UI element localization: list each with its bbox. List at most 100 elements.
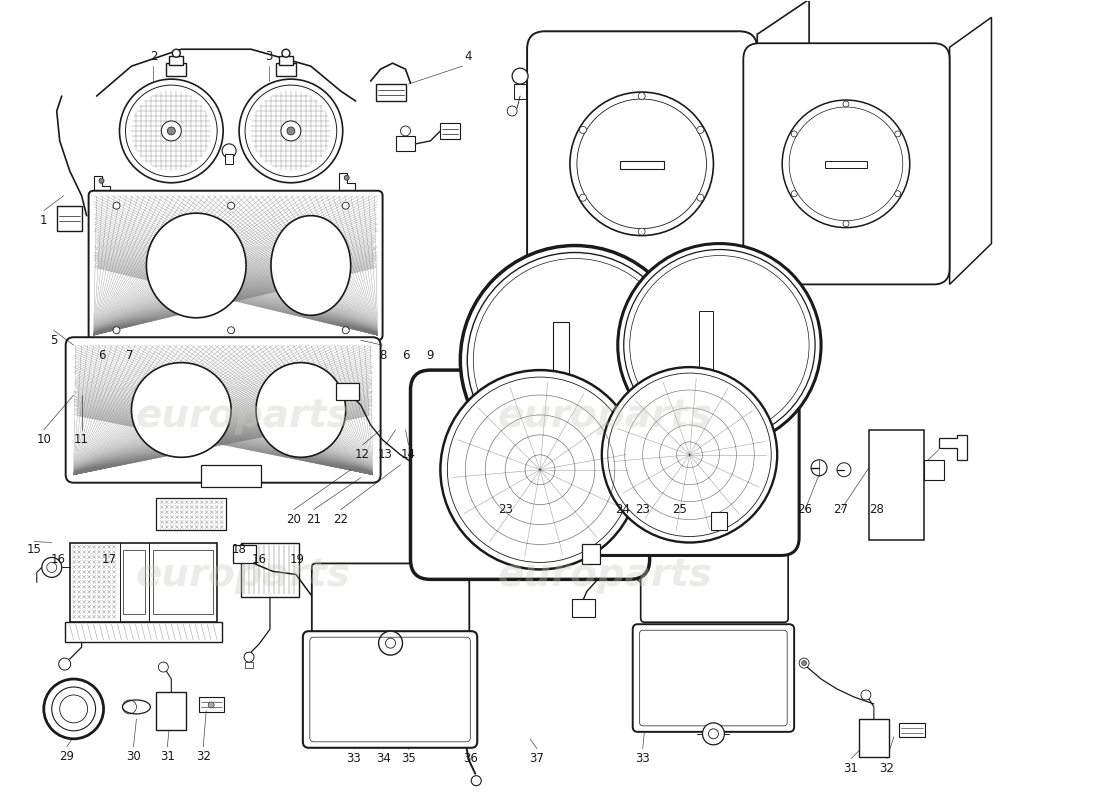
Circle shape <box>113 202 120 209</box>
Circle shape <box>802 661 806 666</box>
Ellipse shape <box>146 213 246 318</box>
Circle shape <box>618 243 821 447</box>
Circle shape <box>697 194 704 201</box>
Circle shape <box>245 85 337 177</box>
Text: europarts: europarts <box>135 556 351 594</box>
Circle shape <box>386 638 396 648</box>
Circle shape <box>222 144 236 158</box>
Ellipse shape <box>132 362 231 458</box>
Text: 35: 35 <box>402 752 416 766</box>
Text: 31: 31 <box>844 762 858 775</box>
Circle shape <box>799 658 810 668</box>
Polygon shape <box>440 123 460 139</box>
Text: 6: 6 <box>402 349 409 362</box>
Text: 19: 19 <box>289 553 305 566</box>
Text: 10: 10 <box>36 434 52 446</box>
Text: 20: 20 <box>286 513 301 526</box>
Text: 12: 12 <box>355 448 371 462</box>
Circle shape <box>811 460 827 476</box>
Circle shape <box>162 121 182 141</box>
Text: europarts: europarts <box>497 556 712 594</box>
Text: 23: 23 <box>635 503 650 516</box>
Circle shape <box>460 246 690 474</box>
Bar <box>825 161 867 168</box>
Text: europarts: europarts <box>497 397 712 435</box>
Ellipse shape <box>271 216 351 315</box>
Bar <box>869 430 924 539</box>
Text: 14: 14 <box>402 448 416 462</box>
Bar <box>241 542 299 598</box>
Text: 3: 3 <box>265 50 273 62</box>
Ellipse shape <box>122 700 151 714</box>
Circle shape <box>570 92 714 235</box>
Circle shape <box>861 690 871 700</box>
Circle shape <box>791 190 798 197</box>
Polygon shape <box>572 599 595 618</box>
Circle shape <box>638 228 646 235</box>
Text: 11: 11 <box>74 434 89 446</box>
Bar <box>924 460 944 480</box>
Circle shape <box>113 326 120 334</box>
Ellipse shape <box>256 362 345 458</box>
Polygon shape <box>279 56 293 65</box>
Circle shape <box>513 68 528 84</box>
Text: 24: 24 <box>615 503 630 516</box>
Circle shape <box>125 85 217 177</box>
Text: 30: 30 <box>126 750 141 763</box>
Bar <box>156 498 227 530</box>
Circle shape <box>244 652 254 662</box>
Circle shape <box>440 370 640 570</box>
Circle shape <box>894 190 901 197</box>
Text: 16: 16 <box>252 553 266 566</box>
Text: 27: 27 <box>834 503 848 516</box>
Text: 13: 13 <box>378 448 393 462</box>
Circle shape <box>580 126 586 134</box>
Circle shape <box>638 93 646 99</box>
Circle shape <box>167 127 175 135</box>
Text: 16: 16 <box>51 553 65 566</box>
Text: 23: 23 <box>497 503 513 516</box>
Text: 36: 36 <box>463 752 477 766</box>
Circle shape <box>59 695 88 723</box>
Circle shape <box>44 679 103 739</box>
Circle shape <box>239 79 343 182</box>
FancyBboxPatch shape <box>311 563 470 639</box>
FancyBboxPatch shape <box>582 362 799 555</box>
Polygon shape <box>396 136 416 151</box>
Bar <box>65 622 222 642</box>
FancyBboxPatch shape <box>632 624 794 732</box>
Bar <box>859 719 889 757</box>
Text: 37: 37 <box>529 752 544 766</box>
Circle shape <box>120 79 223 182</box>
Circle shape <box>99 178 104 183</box>
Circle shape <box>843 221 849 226</box>
Text: 6: 6 <box>98 349 106 362</box>
Circle shape <box>471 776 481 786</box>
Text: 33: 33 <box>636 752 650 766</box>
Polygon shape <box>757 0 810 296</box>
Text: 26: 26 <box>798 503 813 516</box>
Circle shape <box>287 127 295 135</box>
Bar <box>69 542 217 622</box>
Text: 9: 9 <box>427 349 434 362</box>
Bar <box>700 311 714 373</box>
Polygon shape <box>169 56 184 65</box>
Bar <box>226 154 233 164</box>
Text: 32: 32 <box>196 750 210 763</box>
FancyBboxPatch shape <box>410 370 650 579</box>
Polygon shape <box>375 84 406 101</box>
Circle shape <box>837 462 851 477</box>
Text: 17: 17 <box>102 553 117 566</box>
Circle shape <box>47 562 57 572</box>
Polygon shape <box>339 173 354 193</box>
Circle shape <box>344 175 349 180</box>
Circle shape <box>703 723 725 745</box>
Polygon shape <box>938 435 967 460</box>
Bar <box>201 465 261 486</box>
Text: 22: 22 <box>333 513 349 526</box>
Circle shape <box>894 131 901 137</box>
Circle shape <box>602 367 778 542</box>
Text: 15: 15 <box>26 543 41 556</box>
Bar <box>582 545 600 565</box>
Circle shape <box>378 631 403 655</box>
